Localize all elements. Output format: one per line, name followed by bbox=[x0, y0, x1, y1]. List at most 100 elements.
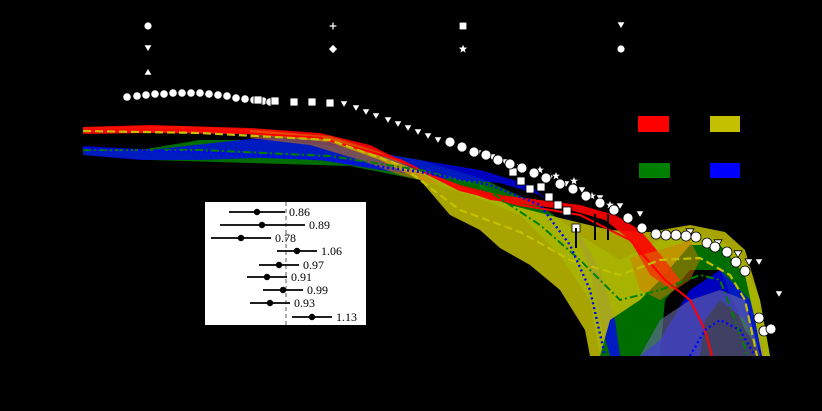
point-estimate bbox=[266, 299, 274, 307]
overlap-purple bbox=[640, 290, 760, 356]
circle-marker-icon bbox=[456, 141, 468, 153]
triangle-down-marker-icon bbox=[371, 112, 381, 121]
estimate-label: 1.13 bbox=[336, 310, 357, 324]
circle-marker-icon bbox=[636, 222, 648, 234]
circle-marker-icon bbox=[690, 231, 702, 243]
green-dashdot-line bbox=[83, 149, 749, 357]
olive-dashed-line bbox=[82, 129, 759, 357]
circle-marker-icon bbox=[594, 197, 606, 209]
square-marker-icon bbox=[307, 97, 317, 107]
circle-marker-icon bbox=[492, 154, 504, 166]
estimate-label: 0.89 bbox=[309, 218, 330, 232]
overlap-region-right bbox=[630, 240, 700, 300]
circle-marker-icon bbox=[709, 241, 721, 253]
red-solid-line bbox=[83, 129, 713, 357]
point-estimate bbox=[253, 208, 261, 216]
point-estimate bbox=[275, 261, 283, 269]
triangle-down-marker-icon bbox=[423, 132, 433, 141]
circle-marker-icon bbox=[132, 91, 142, 101]
legend-swatch bbox=[639, 163, 670, 178]
circle-marker-icon bbox=[753, 312, 765, 324]
square-marker-icon bbox=[253, 95, 263, 105]
series-circle bbox=[444, 136, 777, 337]
circle-marker-icon bbox=[670, 229, 682, 241]
triangle-down-marker-icon bbox=[393, 120, 403, 129]
legend-entry bbox=[144, 45, 152, 52]
circle-marker-icon bbox=[204, 89, 214, 99]
point-estimate bbox=[237, 234, 245, 242]
triangle-down-marker-icon bbox=[617, 22, 625, 29]
triangle-down-marker-icon bbox=[403, 124, 413, 133]
forest-row: 0.91 bbox=[247, 270, 312, 284]
legend-entry bbox=[144, 68, 152, 75]
olive-band bbox=[83, 126, 770, 356]
circle-marker-icon bbox=[150, 89, 160, 99]
point-estimate bbox=[308, 313, 316, 321]
star-marker-icon bbox=[550, 169, 562, 182]
square-marker-icon bbox=[516, 176, 526, 186]
estimate-label: 0.78 bbox=[275, 231, 296, 245]
circle-marker-icon bbox=[608, 204, 620, 216]
triangle-down-marker-icon bbox=[733, 250, 743, 259]
circle-marker-icon bbox=[141, 90, 151, 100]
circle-marker-icon bbox=[650, 228, 662, 240]
triangle-down-marker-icon bbox=[339, 100, 349, 109]
circle-marker-icon bbox=[195, 88, 205, 98]
triangle-down-marker-icon bbox=[615, 202, 625, 211]
blue-dotted-line bbox=[82, 146, 757, 357]
estimate-label: 0.97 bbox=[303, 258, 324, 272]
circle-marker-icon bbox=[468, 146, 480, 158]
band-legend bbox=[638, 116, 740, 178]
point-estimate bbox=[263, 273, 271, 281]
triangle-down-marker-icon bbox=[744, 258, 754, 267]
circle-marker-icon bbox=[622, 212, 634, 224]
square-marker-icon bbox=[553, 200, 563, 210]
circle-marker-icon bbox=[159, 89, 169, 99]
forest-row: 1.13 bbox=[292, 310, 357, 324]
legend-entry bbox=[458, 44, 468, 53]
legend-swatch bbox=[710, 116, 740, 132]
circle-marker-icon bbox=[680, 230, 692, 242]
triangle-down-marker-icon bbox=[635, 210, 645, 219]
circle-marker-icon bbox=[567, 183, 579, 195]
circle-marker-icon bbox=[580, 190, 592, 202]
circle-marker-icon bbox=[240, 94, 250, 104]
triangle-down-marker-icon bbox=[577, 186, 587, 195]
forest-row: 0.86 bbox=[229, 205, 310, 219]
series-circle bbox=[122, 88, 275, 107]
data-markers bbox=[122, 88, 784, 337]
square-marker-icon bbox=[562, 206, 572, 216]
triangle-down-marker-icon bbox=[754, 258, 764, 267]
circle-marker-icon bbox=[444, 136, 456, 148]
circle-marker-icon bbox=[554, 178, 566, 190]
circle-marker-icon bbox=[168, 88, 178, 98]
circle-marker-icon bbox=[213, 90, 223, 100]
star-marker-icon bbox=[568, 174, 580, 187]
triangle-down-marker-icon bbox=[144, 45, 152, 52]
triangle-down-marker-icon bbox=[361, 108, 371, 117]
circle-marker-icon bbox=[739, 265, 751, 277]
square-marker-icon bbox=[289, 97, 299, 107]
circle-marker-icon bbox=[540, 172, 552, 184]
estimate-label: 0.86 bbox=[289, 205, 310, 219]
circle-marker-icon bbox=[504, 158, 516, 170]
circle-marker-icon bbox=[144, 22, 152, 30]
circle-marker-icon bbox=[617, 45, 625, 53]
legend-entry bbox=[328, 44, 338, 54]
square-marker-icon bbox=[544, 192, 554, 202]
point-estimate bbox=[279, 286, 287, 294]
forest-row: 0.93 bbox=[250, 296, 315, 310]
legend-entry bbox=[617, 22, 625, 29]
estimate-label: 0.91 bbox=[291, 270, 312, 284]
triangle-down-marker-icon bbox=[774, 290, 784, 299]
triangle-down-marker-icon bbox=[351, 104, 361, 113]
circle-marker-icon bbox=[528, 167, 540, 179]
inset-forest-plot: 0.860.89 0.78 1.060.970.910.990.93 1.13 bbox=[205, 202, 366, 325]
circle-marker-icon bbox=[660, 229, 672, 241]
legend-entry bbox=[329, 22, 337, 30]
square-marker-icon bbox=[459, 22, 467, 30]
estimate-label: 0.93 bbox=[294, 296, 315, 310]
circle-marker-icon bbox=[177, 88, 187, 98]
star-marker-icon bbox=[458, 44, 468, 53]
